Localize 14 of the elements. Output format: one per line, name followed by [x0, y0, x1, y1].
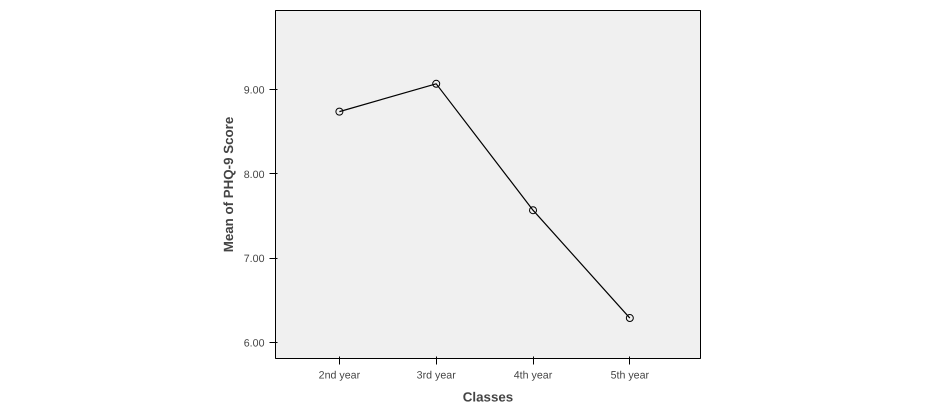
- y-tick-label: 7.00: [244, 253, 265, 266]
- y-tick-label: 6.00: [244, 337, 265, 350]
- x-tick-label: 2nd year: [318, 370, 361, 382]
- y-axis-title: Mean of PHQ-9 Score: [220, 116, 236, 252]
- x-axis-title: Classes: [462, 390, 514, 404]
- x-tick-label: 4th year: [514, 370, 553, 382]
- point: [335, 108, 344, 116]
- y-tick-label: 8.00: [244, 168, 265, 181]
- x-tick-label: 5th year: [610, 370, 650, 382]
- point: [432, 80, 440, 88]
- x-tick-label: 3rd year: [416, 370, 456, 382]
- point: [529, 206, 538, 214]
- y-tick-label: 9.00: [244, 84, 265, 97]
- point: [626, 314, 634, 322]
